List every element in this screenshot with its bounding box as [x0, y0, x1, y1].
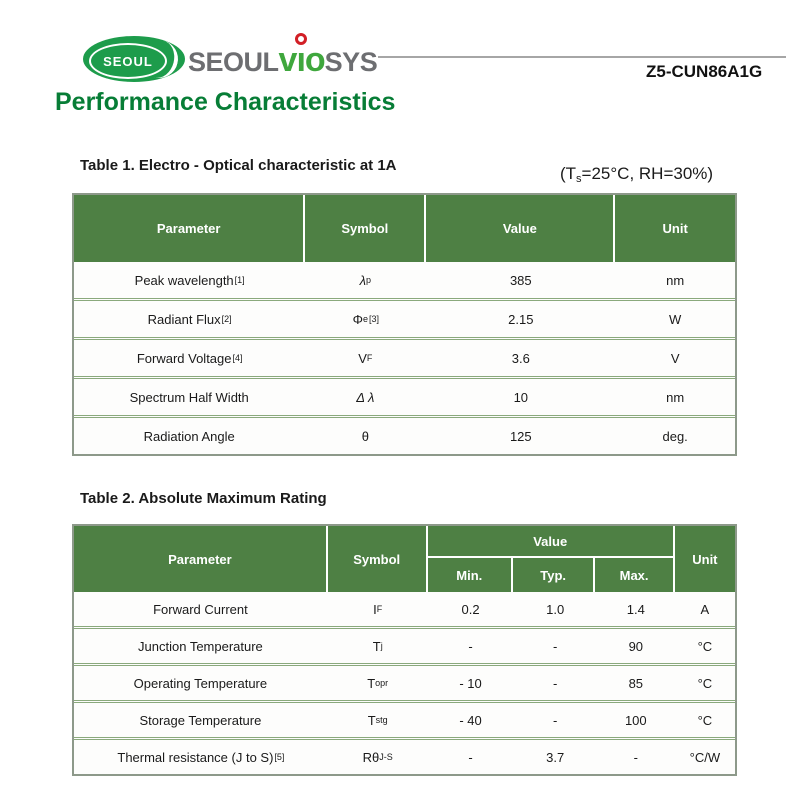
table2-col-value: Value — [427, 526, 673, 558]
table2-col-parameter: Parameter — [74, 526, 328, 592]
unit-cell: °C/W — [689, 749, 721, 765]
table1-col-value: Value — [426, 195, 616, 262]
max-cell: 100 — [624, 712, 647, 728]
max-cell: - — [633, 749, 638, 765]
value-cell: 125 — [509, 428, 532, 444]
param-cell: Peak wavelength [1] — [134, 272, 245, 288]
wordmark-v: v — [278, 41, 298, 79]
wordmark-sys: SYS — [324, 47, 378, 77]
typ-cell: - — [553, 638, 558, 654]
unit-cell: V — [670, 350, 680, 366]
unit-cell: A — [700, 601, 710, 617]
unit-cell: deg. — [662, 428, 688, 444]
table-row: Thermal resistance (J to S) [5] Rθ J-S - 3… — [74, 737, 735, 774]
red-dot-icon — [294, 33, 307, 45]
unit-cell: °C — [697, 638, 713, 654]
min-cell: - — [468, 749, 473, 765]
logo-badge-text: SEOUL — [89, 43, 167, 79]
unit-cell: W — [669, 311, 682, 327]
symbol-cell: Δ λ — [356, 389, 375, 405]
param-cell: Forward Current — [153, 601, 248, 617]
unit-cell: nm — [666, 389, 685, 405]
header-divider — [378, 56, 786, 58]
table2-col-symbol: Symbol — [328, 526, 428, 592]
param-cell: Forward Voltage [4] — [136, 350, 243, 366]
value-cell: 385 — [509, 272, 532, 288]
param-cell: Radiation Angle — [143, 428, 235, 444]
value-cell: 10 — [513, 389, 529, 405]
table-row: Radiation Angle θ 125 deg. — [74, 415, 735, 454]
table2-col-unit: Unit — [692, 551, 718, 567]
table2-col-typ: Typ. — [513, 558, 596, 592]
typ-cell: 3.7 — [546, 749, 565, 765]
brand-wordmark: SEOULvı oSYS — [188, 33, 378, 80]
param-cell: Storage Temperature — [139, 712, 262, 728]
table1-col-unit: Unit — [662, 221, 688, 236]
min-cell: - — [468, 638, 473, 654]
param-cell: Thermal resistance (J to S) [5] — [117, 749, 285, 765]
min-cell: - 40 — [459, 712, 482, 728]
typ-cell: 1.0 — [546, 601, 565, 617]
unit-cell: °C — [697, 675, 713, 691]
param-cell: Junction Temperature — [138, 638, 263, 654]
symbol-cell: θ — [361, 428, 369, 444]
table1-col-parameter: Parameter — [74, 195, 306, 262]
value-cell: 2.15 — [508, 311, 534, 327]
wordmark-seoul: SEOUL — [188, 47, 279, 77]
table1-electro-optical: Parameter Symbol Value Unit Peak wavelen… — [72, 193, 737, 456]
typ-cell: - — [553, 712, 558, 728]
seoul-logo-icon: SEOUL — [83, 35, 185, 83]
table2-title: Table 2. Absolute Maximum Rating — [80, 490, 327, 507]
table2-col-max: Max. — [619, 567, 649, 583]
table2-col-min: Min. — [428, 558, 513, 592]
unit-cell: nm — [666, 272, 685, 288]
value-cell: 3.6 — [511, 350, 530, 366]
table1-title: Table 1. Electro - Optical characteristi… — [80, 157, 397, 174]
table2-col-value-group: Value Min. Typ. Max. — [427, 526, 675, 592]
table2-header-row: Parameter Symbol Value Min. Typ. Max. Un… — [74, 526, 735, 592]
part-number: Z5-CUN86A1G — [646, 62, 763, 81]
max-cell: 90 — [628, 638, 644, 654]
min-cell: 0.2 — [461, 601, 480, 617]
table1-col-symbol: Symbol — [305, 195, 427, 262]
max-cell: 85 — [628, 675, 644, 691]
page-title: Performance Characteristics — [55, 88, 396, 116]
wordmark-o: o — [304, 41, 326, 79]
param-cell: Radiant Flux [2] — [147, 311, 232, 327]
table-row: Spectrum Half Width Δ λ 10 nm — [74, 376, 735, 415]
unit-cell: °C — [697, 712, 713, 728]
typ-cell: - — [553, 675, 558, 691]
symbol-cell: Rθ J-S — [362, 749, 393, 765]
param-cell: Operating Temperature — [133, 675, 268, 691]
wordmark-i: ı — [294, 33, 307, 80]
table1-condition: (Ts=25°C, RH=30%) — [560, 164, 714, 185]
max-cell: 1.4 — [626, 601, 645, 617]
min-cell: - 10 — [459, 675, 482, 691]
table1-header-row: Parameter Symbol Value Unit — [74, 195, 735, 262]
table2-absolute-maximum-rating: Parameter Symbol Value Min. Typ. Max. Un… — [72, 524, 737, 776]
param-cell: Spectrum Half Width — [129, 389, 249, 405]
